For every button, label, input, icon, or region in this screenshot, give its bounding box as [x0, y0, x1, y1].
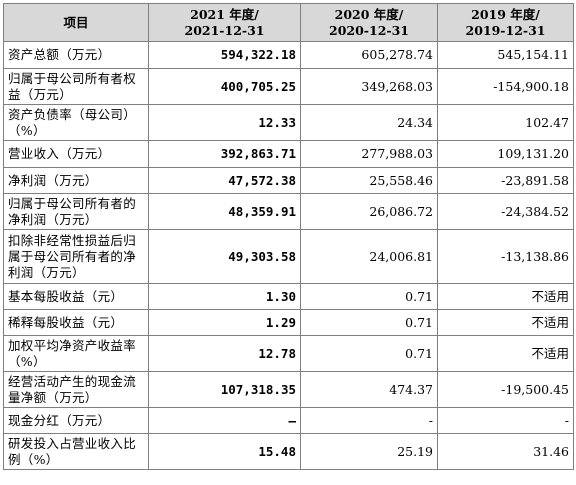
table-row: 归属于母公司所有者权益（万元） 400,705.25 349,268.03 -1…: [3, 68, 574, 105]
value-2020: 0.71: [300, 335, 438, 372]
value-2019: 545,154.11: [437, 41, 574, 69]
value-2020: 0.71: [300, 283, 438, 310]
value-2020: 605,278.74: [300, 41, 438, 69]
value-2021: 400,705.25: [148, 68, 301, 105]
row-label: 净利润（万元）: [3, 167, 149, 194]
table-header-row: 项目 2021 年度/ 2021-12-31 2020 年度/ 2020-12-…: [3, 3, 574, 42]
value-2019: 102.47: [437, 104, 574, 141]
header-2021-date: 2021-12-31: [184, 22, 265, 38]
row-label: 基本每股收益（元）: [3, 283, 149, 310]
value-2020: 474.37: [300, 371, 438, 408]
row-label: 资产总额（万元）: [3, 41, 149, 69]
row-label: 现金分红（万元）: [3, 407, 149, 434]
value-2021: –: [148, 407, 301, 434]
value-2021: 1.30: [148, 283, 301, 310]
value-2019: 不适用: [437, 335, 574, 372]
row-label: 研发投入占营业收入比例（%）: [3, 433, 149, 470]
row-label: 扣除非经常性损益后归属于母公司所有者的净利润（万元）: [3, 229, 149, 284]
value-2019: 不适用: [437, 283, 574, 310]
header-2020-year: 2020 年度/: [334, 6, 404, 22]
value-2020: 349,268.03: [300, 68, 438, 105]
value-2019: -: [437, 407, 574, 434]
value-2021: 47,572.38: [148, 167, 301, 194]
value-2020: 25,558.46: [300, 167, 438, 194]
row-label: 资产负债率（母公司）（%）: [3, 104, 149, 141]
table-row: 稀释每股收益（元） 1.29 0.71 不适用: [3, 309, 574, 336]
value-2019: 109,131.20: [437, 140, 574, 168]
row-label: 营业收入（万元）: [3, 140, 149, 168]
value-2019: -154,900.18: [437, 68, 574, 105]
table-row: 研发投入占营业收入比例（%） 15.48 25.19 31.46: [3, 433, 574, 470]
value-2021: 12.78: [148, 335, 301, 372]
value-2020: 277,988.03: [300, 140, 438, 168]
value-2019: -13,138.86: [437, 229, 574, 284]
value-2021: 48,359.91: [148, 193, 301, 230]
value-2019: -19,500.45: [437, 371, 574, 408]
value-2019: -24,384.52: [437, 193, 574, 230]
value-2019: 不适用: [437, 309, 574, 336]
header-2020-date: 2020-12-31: [329, 22, 409, 38]
header-2019: 2019 年度/ 2019-12-31: [437, 3, 574, 42]
header-2020: 2020 年度/ 2020-12-31: [300, 3, 438, 42]
header-item: 项目: [3, 3, 149, 42]
row-label: 加权平均净资产收益率（%）: [3, 335, 149, 372]
value-2020: 25.19: [300, 433, 438, 470]
table-row: 营业收入（万元） 392,863.71 277,988.03 109,131.2…: [3, 140, 574, 168]
table-row: 经营活动产生的现金流量净额（万元） 107,318.35 474.37 -19,…: [3, 371, 574, 408]
header-2021-year: 2021 年度/: [190, 6, 259, 22]
value-2021: 107,318.35: [148, 371, 301, 408]
row-label: 归属于母公司所有者的净利润（万元）: [3, 193, 149, 230]
value-2020: 0.71: [300, 309, 438, 336]
value-2021: 49,303.58: [148, 229, 301, 284]
row-label: 归属于母公司所有者权益（万元）: [3, 68, 149, 105]
value-2020: 24,006.81: [300, 229, 438, 284]
table-row: 归属于母公司所有者的净利润（万元） 48,359.91 26,086.72 -2…: [3, 193, 574, 230]
table-row: 资产总额（万元） 594,322.18 605,278.74 545,154.1…: [3, 41, 574, 69]
value-2021: 392,863.71: [148, 140, 301, 168]
header-2021: 2021 年度/ 2021-12-31: [148, 3, 301, 42]
value-2019: 31.46: [437, 433, 574, 470]
value-2020: 24.34: [300, 104, 438, 141]
table-row: 净利润（万元） 47,572.38 25,558.46 -23,891.58: [3, 167, 574, 194]
value-2020: 26,086.72: [300, 193, 438, 230]
value-2020: -: [300, 407, 438, 434]
value-2021: 12.33: [148, 104, 301, 141]
table-row: 资产负债率（母公司）（%） 12.33 24.34 102.47: [3, 104, 574, 141]
table-row: 基本每股收益（元） 1.30 0.71 不适用: [3, 283, 574, 310]
value-2021: 1.29: [148, 309, 301, 336]
value-2021: 594,322.18: [148, 41, 301, 69]
header-2019-year: 2019 年度/: [471, 6, 540, 22]
table-row: 扣除非经常性损益后归属于母公司所有者的净利润（万元） 49,303.58 24,…: [3, 229, 574, 284]
value-2021: 15.48: [148, 433, 301, 470]
table-row: 现金分红（万元） – - -: [3, 407, 574, 434]
row-label: 经营活动产生的现金流量净额（万元）: [3, 371, 149, 408]
value-2019: -23,891.58: [437, 167, 574, 194]
table-row: 加权平均净资产收益率（%） 12.78 0.71 不适用: [3, 335, 574, 372]
header-2019-date: 2019-12-31: [465, 22, 546, 38]
row-label: 稀释每股收益（元）: [3, 309, 149, 336]
financial-summary-table: 项目 2021 年度/ 2021-12-31 2020 年度/ 2020-12-…: [3, 3, 574, 470]
